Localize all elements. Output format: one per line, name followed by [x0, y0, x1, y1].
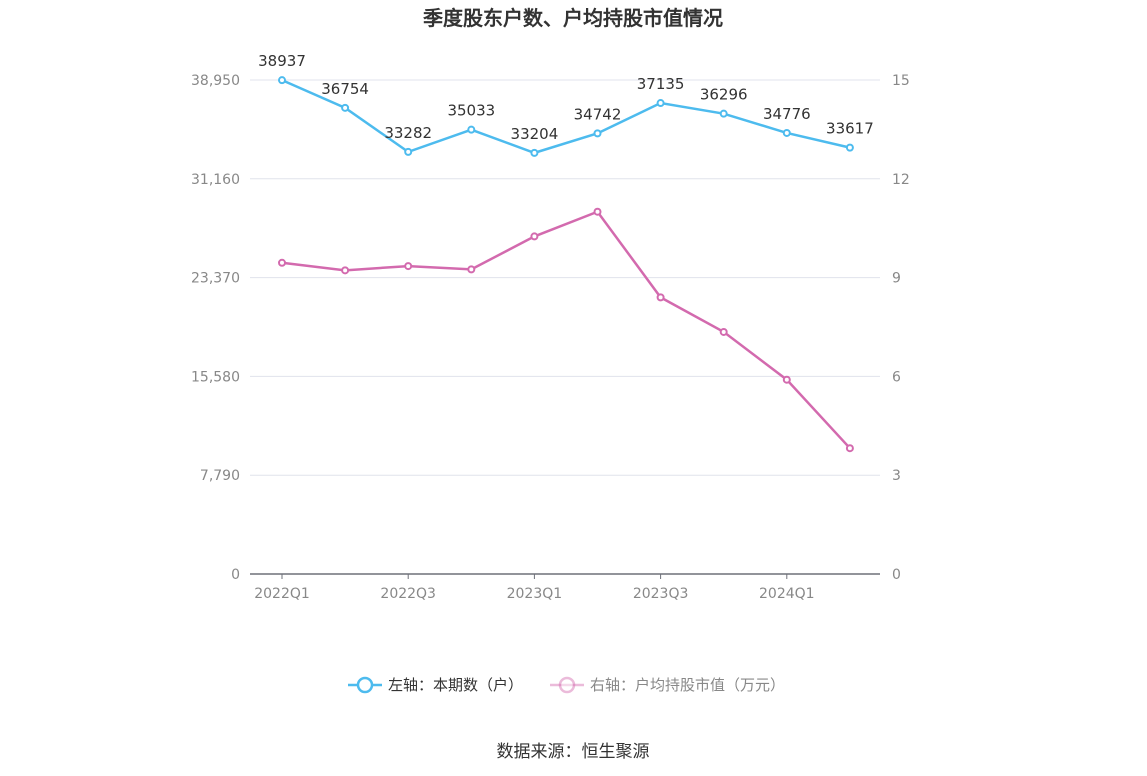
data-label: 34742 [574, 105, 622, 123]
y-left-tick-label: 38,950 [191, 73, 240, 89]
y-left-tick-label: 31,160 [191, 172, 240, 188]
data-point[interactable] [593, 129, 602, 138]
legend-marker-icon [356, 676, 374, 694]
data-label: 36296 [700, 86, 748, 104]
data-point[interactable] [341, 103, 350, 112]
y-right-tick-label: 9 [892, 271, 901, 287]
legend-item-2[interactable]: 右轴：户均持股市值（万元） [550, 676, 785, 694]
x-tick-label: 2022Q3 [380, 586, 436, 602]
y-left-tick-label: 15,580 [191, 369, 240, 385]
y-left-tick-label: 0 [231, 567, 240, 583]
data-point[interactable] [530, 148, 539, 157]
legend-marker-icon [558, 676, 576, 694]
legend-label: 右轴：户均持股市值（万元） [590, 676, 785, 694]
x-tick-label: 2023Q3 [633, 586, 689, 602]
axis-layer: 0 7,790 15,580 23,370 31,160 38,950 0 3 6 9 12 15 20… [191, 73, 910, 602]
x-tick-label: 2024Q1 [759, 586, 815, 602]
data-point[interactable] [719, 327, 728, 336]
data-label: 38937 [258, 52, 306, 70]
legend[interactable]: 左轴：本期数（户） 右轴：户均持股市值（万元） [348, 676, 785, 694]
data-point[interactable] [404, 262, 413, 271]
data-point[interactable] [656, 293, 665, 302]
y-right-tick-label: 0 [892, 567, 901, 583]
data-point[interactable] [845, 444, 854, 453]
legend-label: 左轴：本期数（户） [388, 676, 523, 694]
series-line-1 [281, 79, 851, 155]
series-line-2 [281, 210, 851, 450]
data-point[interactable] [656, 99, 665, 108]
data-point[interactable] [530, 232, 539, 241]
data-point[interactable] [782, 375, 791, 384]
x-tick-label: 2022Q1 [254, 586, 310, 602]
legend-item-1[interactable]: 左轴：本期数（户） [348, 676, 523, 694]
data-point[interactable] [341, 266, 350, 275]
data-point[interactable] [467, 265, 476, 274]
data-point[interactable] [719, 109, 728, 118]
data-label: 34776 [763, 105, 811, 123]
data-label: 33204 [511, 125, 559, 143]
y-right-tick-label: 6 [892, 369, 901, 385]
y-left-tick-label: 7,790 [200, 468, 240, 484]
data-point[interactable] [278, 76, 286, 85]
chart-title: 季度股东户数、户均持股市值情况 [422, 6, 723, 30]
source-note: 数据来源：恒生聚源 [497, 742, 650, 762]
data-point[interactable] [467, 125, 476, 134]
y-right-tick-label: 15 [892, 73, 910, 89]
data-label: 37135 [637, 75, 685, 93]
x-tick-label: 2023Q1 [507, 586, 563, 602]
data-point[interactable] [782, 128, 791, 137]
data-point[interactable] [593, 207, 602, 216]
data-label: 36754 [321, 80, 369, 98]
y-right-tick-label: 12 [892, 172, 910, 188]
data-label: 35033 [447, 102, 495, 120]
data-label: 33282 [384, 124, 432, 142]
data-label-layer: 38937 36754 33282 35033 33204 34742 37135 36296… [258, 52, 874, 143]
data-point[interactable] [278, 258, 286, 267]
grid-layer [250, 79, 880, 476]
data-label: 33617 [826, 120, 874, 138]
y-left-tick-label: 23,370 [191, 271, 240, 287]
data-point[interactable] [845, 143, 854, 152]
y-right-tick-label: 3 [892, 468, 901, 484]
series-layer [278, 76, 854, 453]
data-point[interactable] [404, 147, 413, 156]
